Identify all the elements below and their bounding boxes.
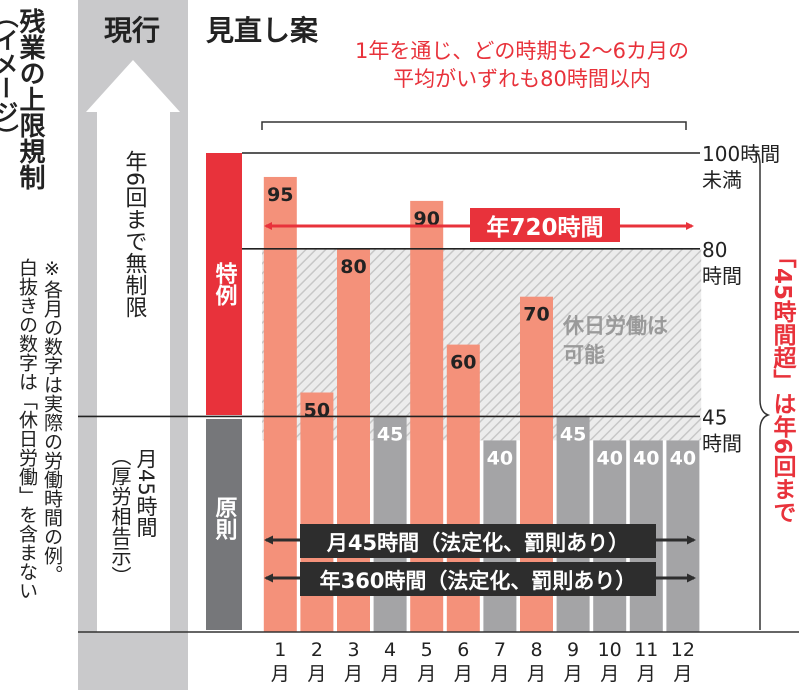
note-line-1: ※各月の数字は実際の労働時間の例。 bbox=[41, 258, 63, 584]
current-column: 現行 年6回まで無制限 月45時間 （厚労相告示） bbox=[78, 0, 188, 690]
top-note-line-1: 1年を通じ、どの時期も2～6カ月の bbox=[355, 39, 689, 63]
up-arrow-shape bbox=[86, 60, 180, 632]
bar-label-3: 80 bbox=[340, 256, 366, 278]
hatched-region bbox=[262, 248, 702, 441]
gensoku-block bbox=[206, 419, 242, 630]
annual-720-badge bbox=[470, 208, 620, 242]
bar-label-2: 50 bbox=[304, 400, 330, 422]
right-bracket bbox=[751, 149, 771, 630]
bar-label-7: 40 bbox=[487, 447, 513, 469]
hatched-label-line-2: 可能 bbox=[563, 343, 605, 367]
bar-label-8: 70 bbox=[523, 304, 549, 326]
x-tick-label-10: 10 月 bbox=[598, 639, 622, 685]
right-side-note: 「45時間超」は年6回まで bbox=[769, 245, 797, 523]
gensoku-label: 原則 bbox=[212, 496, 238, 541]
bar-label-11: 40 bbox=[633, 447, 659, 469]
note-line-2: 白抜きの数字は「休日労働」を含まない bbox=[16, 258, 38, 600]
x-tick-label-11: 11 月 bbox=[634, 639, 658, 685]
x-axis-ticks: 1 月 2 月 3 月 4 月 5 月 6 月 7 月 8 月 9 月 10 月 11 月 12 月 bbox=[271, 639, 695, 685]
annual-360-label: 年360時間（法定化、罰則あり） bbox=[320, 569, 637, 593]
hatched-label-line-1: 休日労働は bbox=[562, 314, 668, 338]
ref-label-45: 45 時間 bbox=[702, 405, 742, 455]
bar-label-4: 45 bbox=[377, 423, 403, 445]
x-tick-label-12: 12 月 bbox=[671, 639, 695, 685]
bar-label-6: 60 bbox=[450, 352, 476, 374]
annual-720-label: 年720時間 bbox=[486, 214, 603, 241]
current-gensoku-line-1: 月45時間 bbox=[134, 448, 158, 538]
monthly-45-banner bbox=[300, 524, 656, 558]
proposal-heading: 見直し案 bbox=[206, 14, 319, 47]
ref-label-100: 100時間未満 bbox=[702, 142, 780, 192]
top-note-line-2: 平均がいずれも80時間以内 bbox=[393, 67, 651, 91]
tokurei-block bbox=[206, 153, 242, 415]
bar-label-12: 40 bbox=[670, 447, 696, 469]
bar-2 bbox=[300, 392, 334, 632]
bar-label-10: 40 bbox=[596, 447, 622, 469]
annual-360-banner bbox=[300, 562, 656, 596]
chart-title: 残業の上限規制 bbox=[15, 8, 45, 190]
bar-1 bbox=[263, 176, 297, 632]
title-block: 残業の上限規制 （イメージ） ※各月の数字は実際の労働時間の例。 白抜きの数字は… bbox=[0, 4, 63, 600]
tokurei-label: 特例 bbox=[212, 261, 238, 307]
current-gensoku-line-2: （厚労相告示） bbox=[108, 446, 132, 586]
bar-label-1: 95 bbox=[267, 184, 293, 206]
ref-label-80: 80 時間 bbox=[702, 238, 742, 288]
chart-subtitle: （イメージ） bbox=[0, 4, 18, 148]
top-bracket bbox=[261, 121, 687, 130]
bar-label-9: 45 bbox=[560, 423, 586, 445]
monthly-45-label: 月45時間（法定化、罰則あり） bbox=[326, 531, 629, 555]
current-heading: 現行 bbox=[104, 14, 160, 47]
current-tokurei-text: 年6回まで無制限 bbox=[122, 150, 148, 318]
